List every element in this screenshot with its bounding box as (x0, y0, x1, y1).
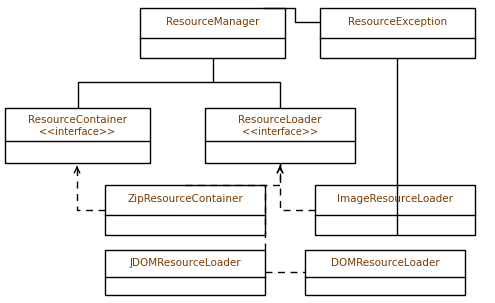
Bar (105, 185, 265, 235)
Bar (105, 250, 265, 295)
Bar (315, 185, 475, 235)
Text: ResourceException: ResourceException (348, 17, 447, 27)
Text: JDOMResourceLoader: JDOMResourceLoader (129, 258, 241, 268)
Text: <<interface>>: <<interface>> (40, 127, 115, 137)
Bar (320, 8, 475, 58)
Bar (5, 108, 150, 163)
Bar (205, 108, 355, 163)
Text: ImageResourceLoader: ImageResourceLoader (337, 194, 453, 204)
Bar (305, 250, 465, 295)
Text: ResourceContainer: ResourceContainer (28, 115, 127, 125)
Bar (140, 8, 285, 58)
Text: ResourceLoader: ResourceLoader (238, 115, 322, 125)
Text: ResourceManager: ResourceManager (166, 17, 259, 27)
Text: <<interface>>: <<interface>> (242, 127, 318, 137)
Text: DOMResourceLoader: DOMResourceLoader (331, 258, 440, 268)
Text: ZipResourceContainer: ZipResourceContainer (127, 194, 243, 204)
